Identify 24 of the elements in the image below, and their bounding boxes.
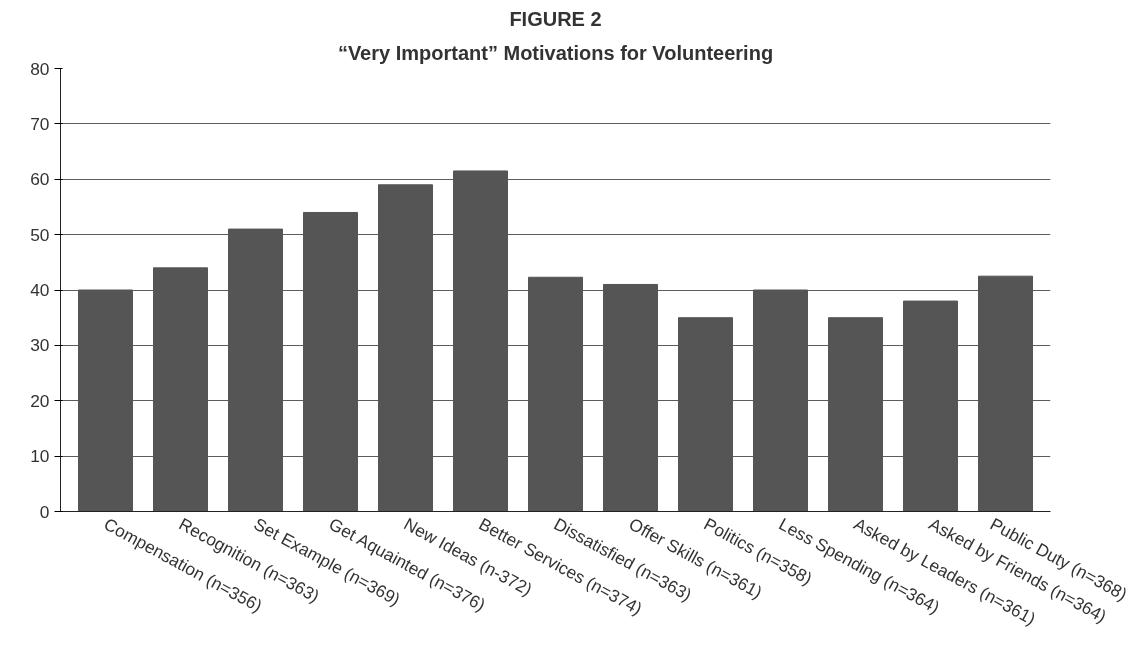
y-tick-label: 30 (30, 335, 50, 356)
bar (303, 211, 358, 512)
bar (828, 317, 883, 512)
bar (678, 317, 733, 512)
chart-subtitle: “Very Important” Motivations for Volunteering (337, 41, 774, 64)
bar (978, 275, 1033, 512)
bar (228, 228, 283, 512)
bar (903, 300, 958, 512)
y-tick-label: 20 (30, 390, 50, 411)
bar (453, 170, 508, 512)
bar (78, 289, 133, 512)
y-tick-label: 0 (39, 501, 50, 522)
bar (378, 184, 433, 512)
chart-title: FIGURE 2 (509, 7, 602, 30)
y-tick-label: 40 (30, 280, 50, 300)
y-tick-label: 50 (30, 224, 50, 245)
bar (528, 276, 583, 512)
y-tick-label: 70 (30, 113, 50, 134)
bar (753, 289, 808, 512)
y-tick-label: 60 (30, 169, 50, 190)
bar (603, 283, 658, 512)
y-tick-label: 80 (30, 58, 50, 79)
y-tick-label: 10 (30, 446, 50, 467)
bar (153, 267, 208, 512)
